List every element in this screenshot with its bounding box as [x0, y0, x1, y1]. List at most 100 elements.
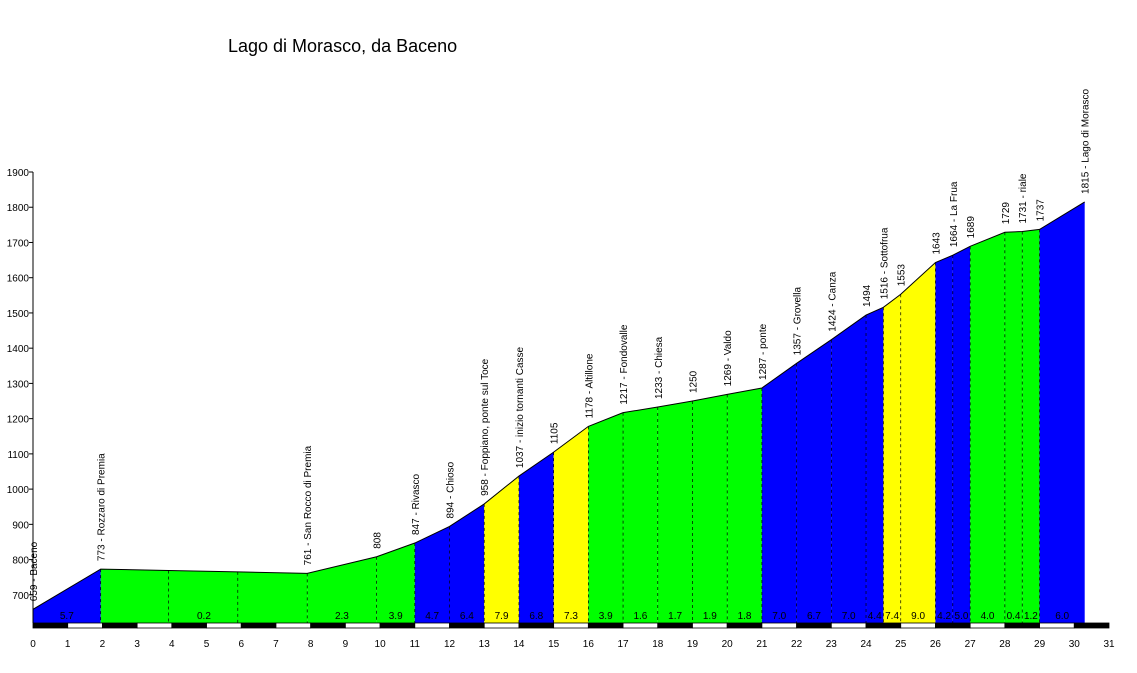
grade-label: 1.7 — [668, 611, 682, 622]
profile-segment — [588, 412, 624, 623]
grade-label: 1.8 — [738, 611, 752, 622]
grade-label: 4.4 — [868, 611, 882, 622]
profile-segment — [970, 232, 1005, 623]
profile-fill-group — [33, 201, 1085, 624]
x-tick-label: 8 — [308, 639, 314, 650]
x-tick-label: 12 — [444, 639, 456, 650]
chart-title: Lago di Morasco, da Baceno — [228, 36, 457, 56]
grade-label: 7.9 — [495, 611, 509, 622]
point-label-group: 659 - Baceno 773 - Rozzaro di Premia 761 -… — [29, 88, 1092, 601]
x-tick-label: 7 — [273, 639, 279, 650]
profile-segment — [1039, 201, 1085, 623]
km-bar-cell — [1004, 622, 1040, 629]
point-label: 1494 — [862, 284, 873, 307]
point-label: 1037 - inizio tornanti Casse — [515, 346, 526, 468]
y-tick-label: 1100 — [7, 450, 29, 461]
grade-label: 2.3 — [335, 611, 349, 622]
km-bar-cell — [1073, 622, 1110, 629]
km-bar-cell — [726, 622, 763, 629]
point-label: 1357 - Grovella — [793, 287, 804, 356]
profile-segment — [449, 503, 485, 623]
grade-label: 6.4 — [460, 611, 474, 622]
y-tick-label: 700 — [12, 591, 29, 602]
grade-label: 7.0 — [772, 611, 786, 622]
y-tick-label: 1500 — [7, 309, 30, 320]
point-label: 1731 - riale — [1018, 173, 1029, 223]
x-tick-label: 21 — [756, 639, 768, 650]
km-bar-cell — [1039, 622, 1075, 629]
y-tick-label: 800 — [12, 556, 29, 567]
x-tick-label: 18 — [652, 639, 664, 650]
profile-segment — [692, 394, 728, 623]
x-tick-label: 17 — [618, 639, 630, 650]
x-tick-label: 29 — [1034, 639, 1046, 650]
km-bar-cell — [553, 622, 589, 629]
y-tick-label: 1400 — [7, 344, 30, 355]
grade-label-group: 5.7 0.2 2.3 3.9 4.7 6.4 7.9 6.8 7.3 3.9 1.6 1.7 1.9 1… — [60, 611, 1070, 622]
point-label: 808 — [373, 532, 384, 549]
x-tick-label: 11 — [410, 639, 421, 650]
point-label: 1105 — [550, 422, 561, 444]
point-label: 1250 — [688, 370, 699, 393]
km-bar-cell — [518, 622, 555, 629]
profile-segment — [33, 569, 101, 623]
grade-label: 6.7 — [807, 611, 821, 622]
point-label: 1269 - Valdo — [723, 330, 734, 386]
x-tick-label: 23 — [826, 639, 838, 650]
km-bar-cell — [449, 622, 485, 629]
km-bar-cell — [692, 622, 728, 629]
y-tick-label: 900 — [12, 520, 29, 531]
x-tick-label: 19 — [687, 639, 699, 650]
x-tick-label: 30 — [1069, 639, 1081, 650]
km-bar-cell — [275, 622, 312, 629]
x-tick-label: 26 — [930, 639, 942, 650]
x-tick-label: 31 — [1103, 639, 1115, 650]
km-bar-cell — [935, 622, 971, 629]
x-tick-label: 9 — [343, 639, 349, 650]
km-bar-cell — [900, 622, 936, 629]
profile-segment — [866, 307, 884, 623]
profile-outline — [32, 201, 1085, 610]
y-tick-label: 1000 — [7, 485, 30, 496]
x-tick-label: 15 — [548, 639, 560, 650]
point-label: 1737 — [1036, 199, 1047, 222]
profile-segment — [623, 407, 658, 623]
km-bar-cell — [379, 622, 416, 629]
point-label: 1217 - Fondovalle — [619, 324, 630, 404]
profile-segment — [657, 401, 693, 623]
point-label: 1516 - Sottofrua — [879, 227, 890, 299]
point-label: 773 - Rozzaro di Premia — [97, 453, 108, 561]
grade-label: 7.4 — [885, 611, 899, 622]
y-tick-label: 1900 — [7, 168, 30, 179]
x-tick-label: 14 — [513, 639, 525, 650]
x-tick-label: 10 — [375, 639, 387, 650]
x-tick-label: 22 — [791, 639, 803, 650]
grade-label: 4.7 — [425, 611, 439, 622]
point-label: 958 - Foppiano, ponte sul Toce — [480, 358, 491, 496]
segment-divider-group — [100, 229, 1040, 623]
x-tick-label: 1 — [65, 639, 71, 650]
km-bar-cell — [206, 622, 242, 629]
grade-label: 0.4 — [1007, 611, 1021, 622]
y-axis: 700 800 900 1000 1100 1200 1300 1400 1500 1600 170… — [7, 168, 34, 623]
point-label: 1729 — [1001, 202, 1012, 225]
km-bar-cell — [483, 622, 520, 629]
grade-label: 1.9 — [703, 611, 717, 622]
km-bar-cell — [796, 622, 832, 629]
y-tick-label: 1200 — [7, 415, 30, 426]
grade-label: 1.6 — [633, 611, 647, 622]
x-tick-label: 28 — [999, 639, 1011, 650]
km-bar-cell — [414, 622, 450, 629]
grade-label: 6.0 — [1055, 611, 1069, 622]
km-bar-cell — [969, 622, 1006, 629]
profile-segment — [553, 426, 589, 623]
x-tick-label: 16 — [583, 639, 595, 650]
profile-segment — [761, 363, 797, 623]
point-label: 1233 - Chiesa — [654, 336, 665, 399]
x-tick-label: 24 — [860, 639, 872, 650]
grade-label: 6.8 — [529, 611, 543, 622]
grade-label: 5.0 — [955, 611, 969, 622]
profile-segment — [883, 294, 901, 623]
km-bar-cell — [240, 622, 277, 629]
